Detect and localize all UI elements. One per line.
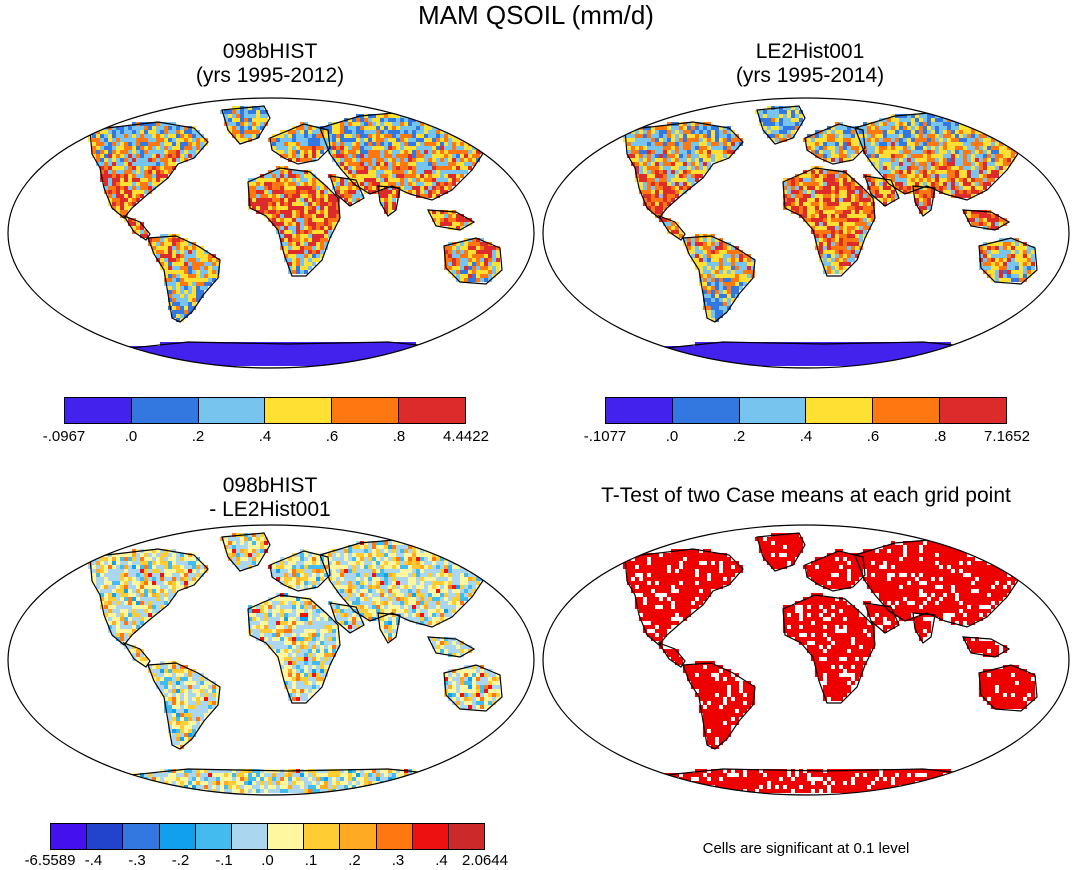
colorbar-diff-swatch-3 bbox=[160, 824, 196, 849]
colorbar-case2-label-5: .8 bbox=[934, 428, 947, 445]
colorbar-case1-swatch-5 bbox=[399, 398, 465, 423]
colorbar-case1 bbox=[64, 397, 466, 424]
colorbar-case2-swatch-0 bbox=[606, 398, 673, 423]
colorbar-diff-swatch-1 bbox=[87, 824, 123, 849]
colorbar-case1-label-4: .6 bbox=[326, 428, 339, 445]
colorbar-diff-swatch-6 bbox=[268, 824, 304, 849]
colorbar-diff-label-0: -6.5589 bbox=[25, 852, 76, 869]
colorbar-diff-swatch-5 bbox=[232, 824, 268, 849]
colorbar-case2-label-0: -.1077 bbox=[584, 428, 627, 445]
significance-note: Cells are significant at 0.1 level bbox=[540, 840, 1072, 857]
colorbar-diff-swatch-4 bbox=[196, 824, 232, 849]
colorbar-diff-label-1: -.4 bbox=[85, 852, 103, 869]
colorbar-diff-swatch-7 bbox=[304, 824, 340, 849]
colorbar-case2-label-2: .2 bbox=[733, 428, 746, 445]
colorbar-case2-label-3: .4 bbox=[800, 428, 813, 445]
colorbar-case2-label-4: .6 bbox=[867, 428, 880, 445]
map-case1 bbox=[8, 98, 534, 368]
colorbar-diff-label-3: -.2 bbox=[172, 852, 190, 869]
colorbar-case2-swatch-1 bbox=[673, 398, 740, 423]
colorbar-case2-swatch-4 bbox=[873, 398, 940, 423]
colorbar-case1-swatch-2 bbox=[199, 398, 266, 423]
colorbar-diff-swatch-0 bbox=[51, 824, 87, 849]
colorbar-case1-label-5: .8 bbox=[393, 428, 406, 445]
colorbar-diff-label-9: .4 bbox=[435, 852, 448, 869]
map-diff bbox=[8, 525, 534, 795]
colorbar-case2 bbox=[605, 397, 1007, 424]
colorbar-case1-label-0: -.0967 bbox=[43, 428, 86, 445]
colorbar-diff-swatch-11 bbox=[449, 824, 484, 849]
colorbar-diff-label-4: -.1 bbox=[215, 852, 233, 869]
colorbar-case1-label-3: .4 bbox=[259, 428, 272, 445]
colorbar-diff-label-2: -.3 bbox=[128, 852, 146, 869]
colorbar-case1-swatch-0 bbox=[65, 398, 132, 423]
colorbar-diff-label-5: .0 bbox=[261, 852, 274, 869]
colorbar-case1-label-6: 4.4422 bbox=[443, 428, 489, 445]
colorbar-diff-label-7: .2 bbox=[348, 852, 361, 869]
colorbar-diff-swatch-10 bbox=[413, 824, 449, 849]
colorbar-case1-label-2: .2 bbox=[192, 428, 205, 445]
colorbar-case1-swatch-3 bbox=[265, 398, 332, 423]
colorbar-case1-swatch-1 bbox=[132, 398, 199, 423]
colorbar-diff bbox=[50, 823, 485, 850]
colorbar-diff-swatch-9 bbox=[377, 824, 413, 849]
colorbar-case2-swatch-2 bbox=[740, 398, 807, 423]
colorbar-case2-label-1: .0 bbox=[666, 428, 679, 445]
colorbar-case2-label-6: 7.1652 bbox=[984, 428, 1030, 445]
colorbar-diff-label-6: .1 bbox=[305, 852, 318, 869]
map-case2 bbox=[543, 98, 1069, 368]
colorbar-case1-label-1: .0 bbox=[125, 428, 138, 445]
colorbar-diff-label-8: .3 bbox=[392, 852, 405, 869]
map-ttest bbox=[543, 525, 1069, 795]
colorbar-case2-swatch-3 bbox=[806, 398, 873, 423]
colorbar-case1-swatch-4 bbox=[332, 398, 399, 423]
colorbar-diff-label-10: 2.0644 bbox=[462, 852, 508, 869]
colorbar-diff-swatch-8 bbox=[340, 824, 376, 849]
colorbar-diff-swatch-2 bbox=[123, 824, 159, 849]
colorbar-case2-swatch-5 bbox=[940, 398, 1006, 423]
